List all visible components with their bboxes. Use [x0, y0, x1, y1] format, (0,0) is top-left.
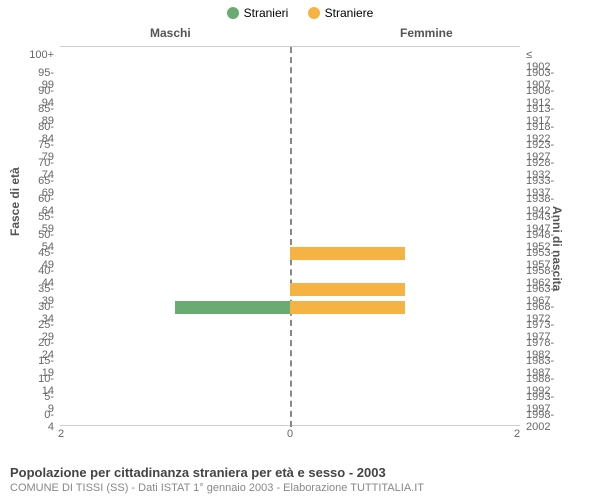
bar-female — [290, 301, 405, 314]
y-label-age: 100+ — [29, 49, 54, 61]
column-titles: Maschi Femmine — [0, 26, 600, 46]
x-tick-left: 2 — [58, 428, 64, 440]
bar-female — [290, 283, 405, 296]
bar-row — [60, 337, 520, 350]
bar-row — [60, 67, 520, 80]
bar-row — [60, 319, 520, 332]
x-tick-right: 2 — [514, 428, 520, 440]
bar-row — [60, 247, 520, 260]
bar-row — [60, 193, 520, 206]
bar-row — [60, 373, 520, 386]
bar-row — [60, 391, 520, 404]
bar-row — [60, 355, 520, 368]
legend-swatch-female — [308, 7, 320, 19]
legend: Stranieri Straniere — [0, 0, 600, 24]
y-axis-title-left: Fasce di età — [8, 167, 22, 236]
bar-row — [60, 175, 520, 188]
bar-female — [290, 247, 405, 260]
legend-item-male: Stranieri — [227, 6, 289, 20]
y-label-age: 0-4 — [44, 409, 54, 433]
bar-row — [60, 103, 520, 116]
bar-row — [60, 85, 520, 98]
bar-row — [60, 409, 520, 422]
bar-row — [60, 49, 520, 62]
population-pyramid-chart: Stranieri Straniere Maschi Femmine Fasce… — [0, 0, 600, 500]
bar-row — [60, 229, 520, 242]
plot-area: Fasce di età Anni di nascita 100+≤ 19029… — [60, 46, 520, 446]
bars-container: 100+≤ 190295-991903-190790-941908-191285… — [60, 46, 520, 426]
column-title-female: Femmine — [400, 26, 453, 40]
y-label-birth: 1998-2002 — [526, 409, 554, 433]
bar-male — [175, 301, 290, 314]
footer-subtitle: COMUNE DI TISSI (SS) - Dati ISTAT 1° gen… — [10, 482, 590, 494]
bar-row — [60, 121, 520, 134]
legend-item-female: Straniere — [308, 6, 374, 20]
bar-row — [60, 265, 520, 278]
legend-label-female: Straniere — [325, 6, 374, 20]
legend-swatch-male — [227, 7, 239, 19]
footer-title: Popolazione per cittadinanza straniera p… — [10, 465, 590, 480]
bar-row — [60, 157, 520, 170]
column-title-male: Maschi — [150, 26, 191, 40]
x-tick-center: 0 — [287, 428, 293, 440]
chart-footer: Popolazione per cittadinanza straniera p… — [10, 465, 590, 494]
bar-row — [60, 211, 520, 224]
bar-row — [60, 283, 520, 296]
bar-row — [60, 301, 520, 314]
legend-label-male: Stranieri — [244, 6, 289, 20]
bar-row — [60, 139, 520, 152]
